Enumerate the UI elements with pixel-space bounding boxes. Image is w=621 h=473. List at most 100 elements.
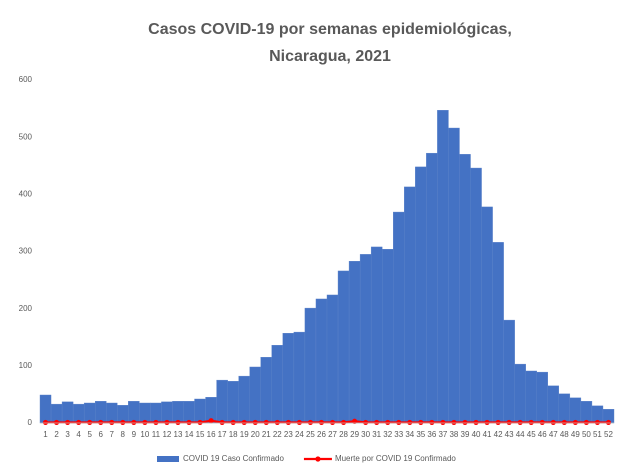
line-marker xyxy=(131,419,137,426)
y-tick-label: 300 xyxy=(19,247,33,256)
x-tick-label: 47 xyxy=(549,430,558,439)
line-marker xyxy=(263,419,269,426)
x-tick-label: 19 xyxy=(240,430,249,439)
x-tick-label: 26 xyxy=(317,430,326,439)
x-tick-label: 5 xyxy=(87,430,92,439)
line-marker xyxy=(296,419,303,426)
line-marker xyxy=(307,419,314,426)
bar xyxy=(547,385,560,424)
line-marker xyxy=(42,419,49,426)
line-marker xyxy=(186,419,192,426)
bar xyxy=(271,345,284,424)
line-marker xyxy=(473,419,479,426)
x-tick-label: 48 xyxy=(560,430,569,439)
x-tick-label: 49 xyxy=(571,430,580,439)
x-tick-label: 20 xyxy=(251,430,260,439)
x-tick-label: 34 xyxy=(405,430,414,439)
chart-title: Casos COVID-19 por semanas epidemiológic… xyxy=(148,21,512,38)
bar xyxy=(404,186,416,424)
line-marker xyxy=(429,419,435,426)
line-marker xyxy=(252,419,258,426)
x-tick-label: 15 xyxy=(196,430,205,439)
line-marker xyxy=(594,419,601,426)
x-tick-label: 40 xyxy=(472,430,481,439)
line-marker xyxy=(572,419,578,426)
line-marker xyxy=(230,419,236,426)
line-marker xyxy=(120,419,126,426)
line-marker xyxy=(528,419,534,426)
x-tick-label: 21 xyxy=(262,430,271,439)
bar xyxy=(61,401,74,424)
line-marker xyxy=(407,419,413,426)
x-tick-label: 32 xyxy=(383,430,392,439)
x-tick-label: 9 xyxy=(132,430,137,439)
line-marker xyxy=(506,419,512,426)
x-tick-label: 44 xyxy=(516,430,525,439)
line-marker xyxy=(418,419,424,426)
bar xyxy=(448,127,460,424)
bar xyxy=(172,401,184,424)
x-tick-label: 27 xyxy=(328,430,337,439)
x-tick-label: 38 xyxy=(449,430,458,439)
bar xyxy=(227,381,239,424)
y-tick-label: 400 xyxy=(19,189,33,198)
line-marker xyxy=(219,419,225,426)
line-marker xyxy=(53,419,60,426)
line-marker xyxy=(462,419,468,426)
line-marker xyxy=(109,419,115,426)
x-tick-label: 24 xyxy=(295,430,304,439)
x-tick-label: 51 xyxy=(593,430,602,439)
bar xyxy=(426,152,438,424)
x-tick-label: 37 xyxy=(438,430,447,439)
x-tick-label: 28 xyxy=(339,430,348,439)
x-tick-label: 13 xyxy=(174,430,183,439)
bar xyxy=(580,401,593,424)
x-tick-label: 41 xyxy=(483,430,492,439)
line-marker xyxy=(340,419,347,426)
x-tick-label: 1 xyxy=(43,430,48,439)
line-marker xyxy=(385,419,391,426)
x-tick-label: 6 xyxy=(98,430,103,439)
line-marker xyxy=(451,419,457,426)
bar xyxy=(470,167,482,424)
x-tick-label: 10 xyxy=(140,430,149,439)
bar xyxy=(249,366,261,424)
line-marker xyxy=(241,419,247,426)
x-tick-label: 29 xyxy=(350,430,359,439)
line-marker xyxy=(561,419,567,426)
bar xyxy=(558,393,571,424)
line-marker xyxy=(583,419,590,426)
bar xyxy=(315,298,328,424)
x-tick-label: 42 xyxy=(494,430,503,439)
line-marker xyxy=(208,418,214,424)
line-marker xyxy=(517,419,523,426)
x-tick-label: 22 xyxy=(273,430,282,439)
legend-label: COVID 19 Caso Confirmado xyxy=(183,454,284,463)
bar xyxy=(536,371,548,424)
x-tick-label: 2 xyxy=(54,430,59,439)
x-tick-label: 11 xyxy=(152,430,161,439)
y-tick-label: 0 xyxy=(28,418,33,427)
bar xyxy=(381,249,394,424)
bar xyxy=(437,110,449,424)
bar xyxy=(183,401,195,424)
line-marker xyxy=(318,419,325,426)
line-marker xyxy=(98,419,104,426)
y-tick-label: 100 xyxy=(19,361,33,370)
line-marker xyxy=(374,419,380,426)
x-tick-label: 4 xyxy=(76,430,81,439)
bar xyxy=(492,242,504,424)
x-tick-label: 25 xyxy=(306,430,315,439)
bar xyxy=(128,401,140,424)
line-marker xyxy=(64,419,71,426)
x-tick-label: 8 xyxy=(121,430,126,439)
line-marker xyxy=(605,419,612,426)
bar xyxy=(94,401,107,424)
line-marker xyxy=(285,419,291,426)
x-tick-label: 7 xyxy=(110,430,115,439)
legend-swatch xyxy=(157,456,179,462)
x-tick-label: 14 xyxy=(185,430,194,439)
line-marker xyxy=(76,419,82,426)
bar xyxy=(359,254,372,424)
